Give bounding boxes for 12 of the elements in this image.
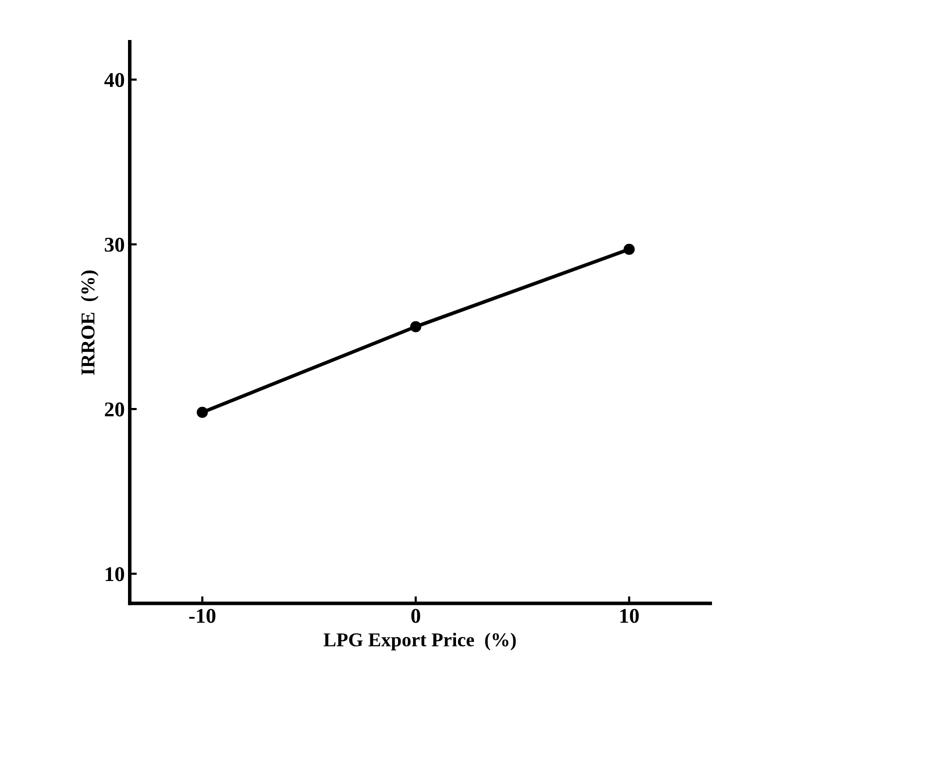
point <box>410 321 422 332</box>
y-tick-label: 40 <box>104 73 124 88</box>
x-axis-title: LPG Export Price (%) <box>324 632 516 650</box>
y-tick-label: 20 <box>104 402 124 416</box>
y-tick-label: 30 <box>104 238 124 252</box>
point <box>624 244 635 255</box>
y-tick-label: 10 <box>106 567 124 582</box>
x-tick-label: -10 <box>189 608 216 623</box>
point <box>196 406 208 418</box>
x-tick-label: 10 <box>620 608 639 623</box>
y-axis-title: IRROE (%) <box>80 270 98 375</box>
x-tick-label: 0 <box>411 608 420 623</box>
